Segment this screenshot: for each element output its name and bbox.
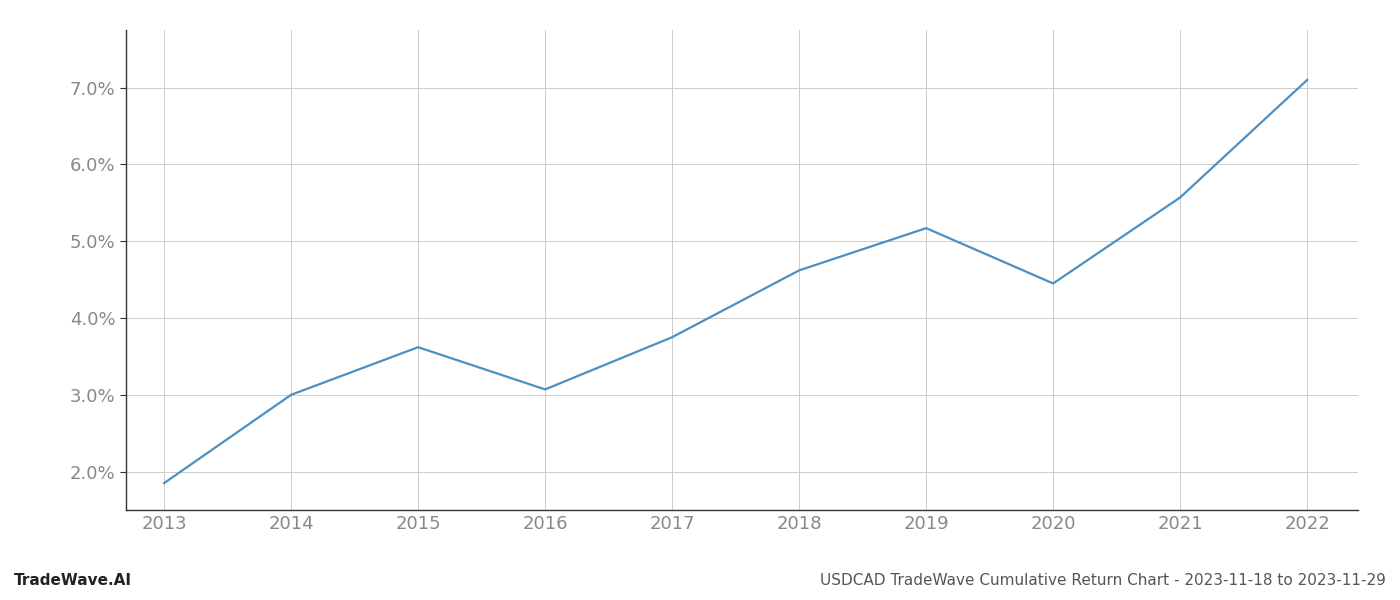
Text: USDCAD TradeWave Cumulative Return Chart - 2023-11-18 to 2023-11-29: USDCAD TradeWave Cumulative Return Chart… — [820, 573, 1386, 588]
Text: TradeWave.AI: TradeWave.AI — [14, 573, 132, 588]
